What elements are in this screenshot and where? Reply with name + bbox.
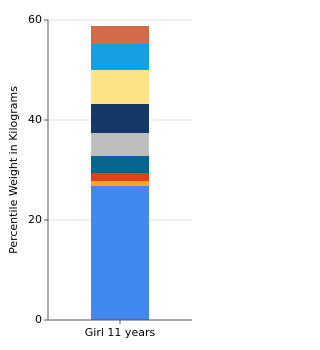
bar-segment bbox=[91, 133, 149, 156]
y-tick-label: 0 bbox=[35, 313, 42, 326]
bar-segment bbox=[91, 181, 149, 186]
bar-segment bbox=[91, 44, 149, 70]
bar-segment bbox=[91, 186, 149, 320]
bar-segment bbox=[91, 26, 149, 44]
chart: Percentile Weight in Kilograms 0 20 40 60 Gi… bbox=[7, 13, 192, 339]
y-tick-label: 60 bbox=[28, 13, 42, 26]
y-tick-label: 20 bbox=[28, 213, 42, 226]
x-tick-label: Girl 11 years bbox=[85, 326, 156, 339]
bar-segment bbox=[91, 173, 149, 181]
y-axis-label: Percentile Weight in Kilograms bbox=[7, 86, 20, 254]
bar-segment bbox=[91, 104, 149, 133]
bar-segment bbox=[91, 156, 149, 173]
bar-segment bbox=[91, 70, 149, 104]
y-tick-label: 40 bbox=[28, 113, 42, 126]
